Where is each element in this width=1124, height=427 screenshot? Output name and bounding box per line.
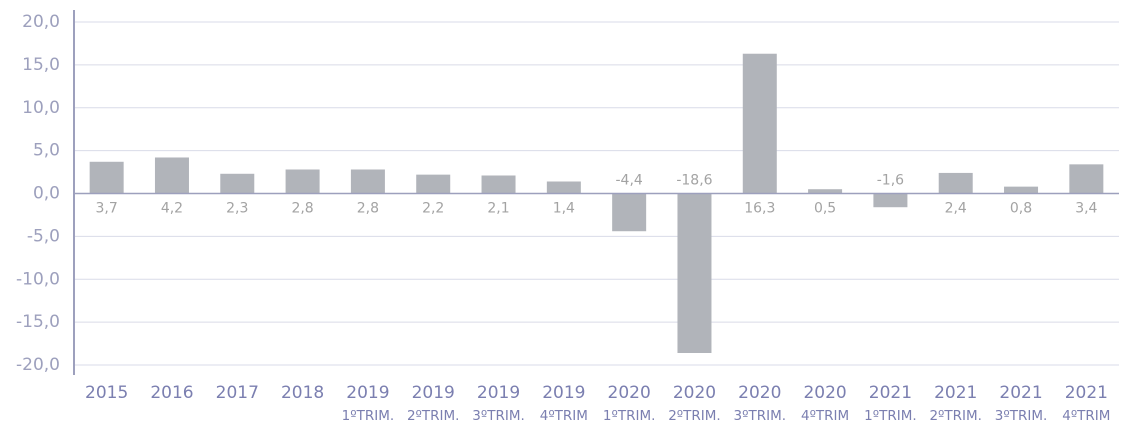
- value-label: -4,4: [615, 173, 642, 189]
- x-tick-sublabel: 4ºTRIM: [801, 408, 849, 424]
- value-label: 0,5: [814, 201, 836, 217]
- value-label: -1,6: [877, 173, 904, 189]
- x-tick-sublabel: 3ºTRIM.: [734, 408, 787, 424]
- x-tick-label: 2020: [673, 383, 716, 403]
- y-tick-label: 15,0: [22, 55, 60, 75]
- bar: [1004, 186, 1039, 194]
- value-label: 2,4: [945, 201, 967, 217]
- value-label: 1,4: [553, 201, 575, 217]
- x-tick-label: 2019: [542, 383, 585, 403]
- x-tick-sublabel: 4ºTRIM: [1062, 408, 1110, 424]
- x-tick-sublabel: 1ºTRIM.: [864, 408, 917, 424]
- y-tick-label: 10,0: [22, 98, 60, 118]
- bar: [612, 193, 647, 232]
- x-tick-label: 2019: [477, 383, 520, 403]
- value-label: 2,8: [291, 201, 313, 217]
- x-tick-label: 2019: [412, 383, 455, 403]
- bar: [742, 53, 777, 194]
- x-tick-label: 2021: [869, 383, 912, 403]
- bar: [154, 157, 189, 194]
- x-tick-label: 2015: [85, 383, 128, 403]
- x-tick-label: 2020: [608, 383, 651, 403]
- bar: [89, 161, 124, 194]
- value-label: -18,6: [676, 173, 712, 189]
- x-tick-sublabel: 2ºTRIM.: [929, 408, 982, 424]
- x-tick-label: 2016: [150, 383, 193, 403]
- y-tick-label: 5,0: [33, 141, 60, 161]
- bar: [481, 175, 516, 194]
- bar: [677, 193, 712, 353]
- x-tick-label: 2021: [1065, 383, 1108, 403]
- bar: [350, 169, 385, 194]
- value-label: 4,2: [161, 201, 183, 217]
- x-tick-sublabel: 1ºTRIM.: [603, 408, 656, 424]
- x-tick-label: 2021: [999, 383, 1042, 403]
- x-tick-sublabel: 4ºTRIM: [540, 408, 588, 424]
- x-tick-sublabel: 3ºTRIM.: [472, 408, 525, 424]
- bar: [1069, 164, 1104, 194]
- bar: [285, 169, 320, 194]
- value-label: 2,1: [487, 201, 509, 217]
- bar: [416, 174, 451, 194]
- y-tick-label: -5,0: [27, 226, 60, 246]
- value-label: 3,7: [96, 201, 118, 217]
- bar: [938, 172, 973, 194]
- x-tick-label: 2018: [281, 383, 324, 403]
- y-tick-label: 0,0: [33, 184, 60, 204]
- x-tick-label: 2021: [934, 383, 977, 403]
- y-tick-label: -20,0: [16, 355, 60, 375]
- value-label: 0,8: [1010, 201, 1032, 217]
- x-tick-sublabel: 2ºTRIM.: [407, 408, 460, 424]
- x-tick-label: 2019: [346, 383, 389, 403]
- x-tick-sublabel: 2ºTRIM.: [668, 408, 721, 424]
- value-label: 2,2: [422, 201, 444, 217]
- y-tick-label: 20,0: [22, 12, 60, 32]
- x-tick-label: 2017: [216, 383, 259, 403]
- x-tick-sublabel: 1ºTRIM.: [342, 408, 395, 424]
- value-label: 16,3: [744, 201, 775, 217]
- y-tick-label: -10,0: [16, 269, 60, 289]
- value-label: 2,8: [357, 201, 379, 217]
- x-tick-label: 2020: [738, 383, 781, 403]
- value-label: 2,3: [226, 201, 248, 217]
- x-tick-label: 2020: [803, 383, 846, 403]
- bar: [546, 181, 581, 194]
- bar: [808, 189, 843, 194]
- y-tick-label: -15,0: [16, 312, 60, 332]
- value-label: 3,4: [1075, 201, 1097, 217]
- bar: [873, 193, 908, 208]
- x-tick-sublabel: 3ºTRIM.: [995, 408, 1048, 424]
- bar: [220, 173, 255, 194]
